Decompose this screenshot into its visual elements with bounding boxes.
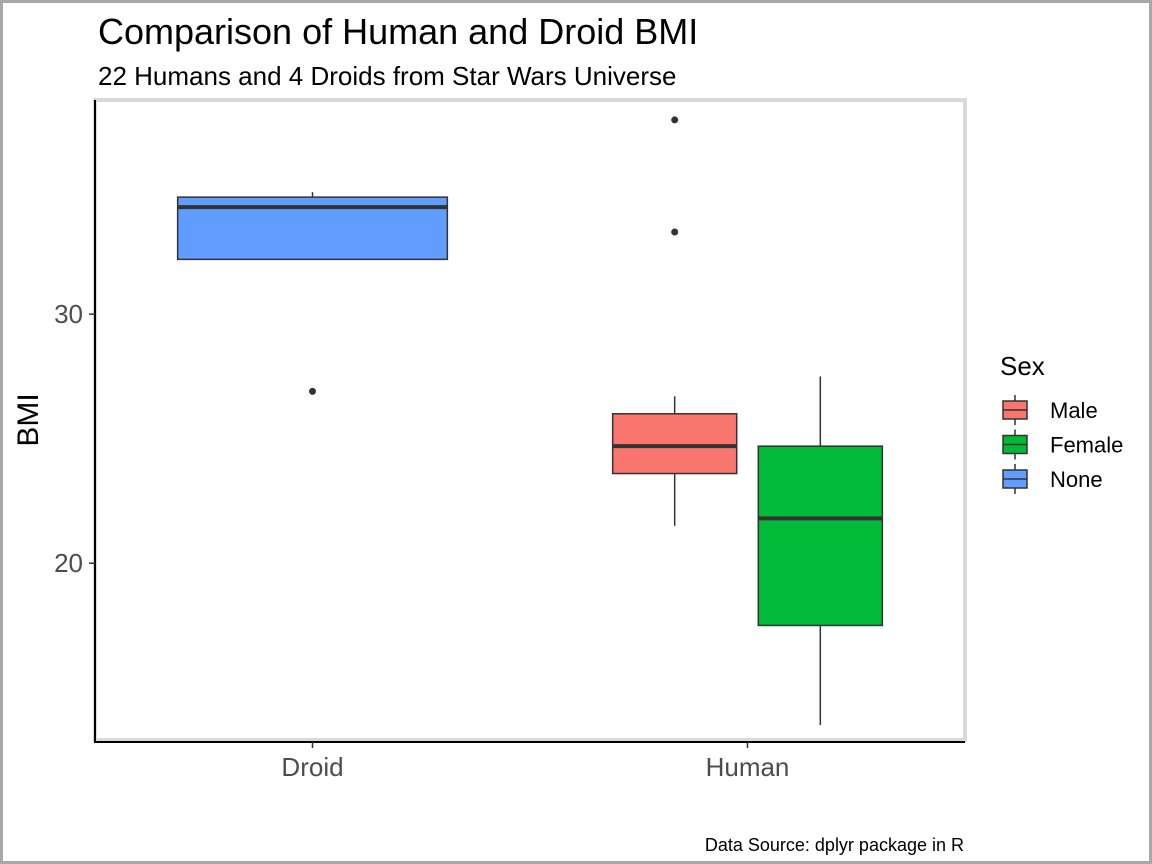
chart-caption: Data Source: dplyr package in R <box>704 835 964 855</box>
chart-subtitle: 22 Humans and 4 Droids from Star Wars Un… <box>98 61 677 91</box>
legend-label: Female <box>1050 433 1123 458</box>
x-tick-label: Human <box>706 752 790 782</box>
box-female <box>757 445 884 627</box>
x-tick-label: Droid <box>281 752 343 782</box>
y-axis-title: BMI <box>12 393 45 446</box>
outlier-point <box>671 116 679 124</box>
y-tick-label: 30 <box>54 299 83 329</box>
outlier-point <box>671 228 679 236</box>
legend-title: Sex <box>1000 351 1045 381</box>
box-male <box>611 413 738 475</box>
outlier-point <box>309 387 316 395</box>
legend-label: None <box>1050 467 1103 492</box>
y-tick-label: 20 <box>54 548 83 578</box>
legend-label: Male <box>1050 398 1098 423</box>
panel-border <box>93 98 967 742</box>
chart-title: Comparison of Human and Droid BMI <box>98 11 699 52</box>
